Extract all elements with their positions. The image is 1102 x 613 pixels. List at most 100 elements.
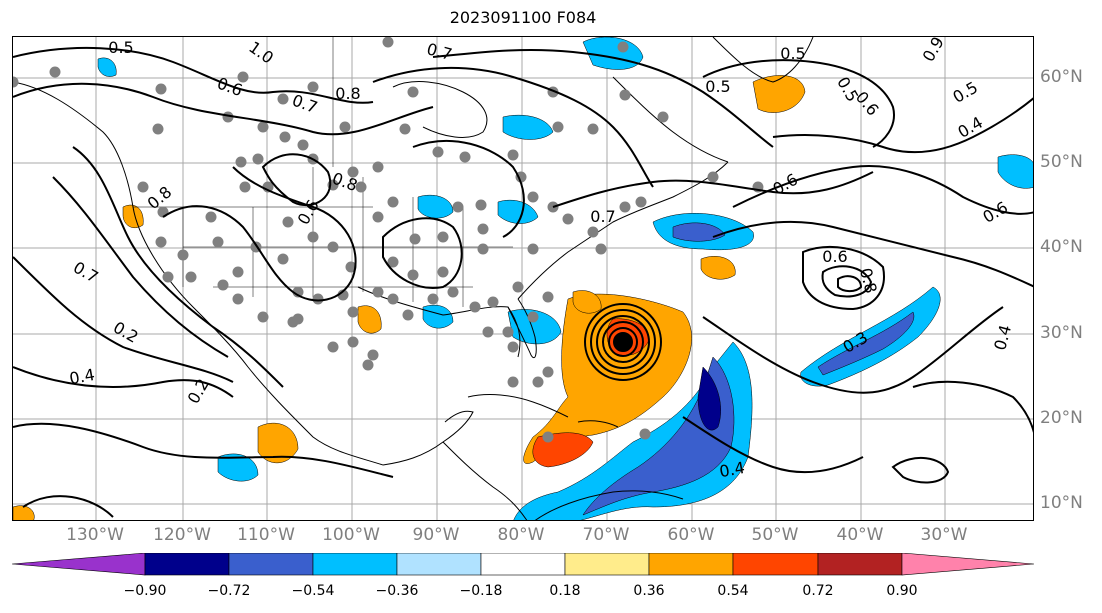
colorbar-tick-label: −0.18 [459,583,503,599]
negative-anomaly-region [422,304,454,329]
station-dot [617,41,629,53]
colorbar-segment [732,553,819,576]
station-dot [527,191,539,203]
positive-anomaly-region [700,256,736,280]
colorbar-tick-label: 0.90 [886,583,918,599]
hispaniola [577,420,619,428]
station-dot [387,293,399,305]
coastlines [13,37,814,520]
station-dot [307,81,319,93]
station-dot [507,149,519,161]
positive-anomaly-region [257,422,299,464]
negative-anomaly-strong [697,366,721,431]
north-america-west-coast [13,81,384,466]
station-dot [13,76,19,88]
longitude-label: 90°W [412,525,460,545]
colorbar [12,553,1035,576]
station-dot [409,233,421,245]
contour-label: 0.7 [70,258,102,287]
station-dot [542,291,554,303]
station-dot [277,253,289,265]
longitude-label: 100°W [322,525,380,545]
station-dot [239,181,251,193]
contour-label: 0.7 [590,207,615,226]
station-dot [619,201,631,213]
station-dot [339,121,351,133]
latitude-label: 30°N [1040,323,1083,343]
station-dot [562,213,574,225]
contour-label: 0.4 [718,458,746,481]
contour-label: 0.5 [780,44,805,63]
contour-label: 0.5 [705,77,730,96]
anomaly-shading [13,37,1033,520]
station-dot [382,37,394,48]
station-dot [387,196,399,208]
station-dot [362,359,374,371]
negative-anomaly-region [497,199,539,224]
longitude-label: 80°W [497,525,545,545]
station-dot [527,243,539,255]
station-dot [347,336,359,348]
longitude-label: 60°W [667,525,715,545]
station-dot [507,376,519,388]
station-dot [402,309,414,321]
station-dot [185,271,197,283]
longitude-label: 120°W [153,525,211,545]
contour-label: 0.9 [919,37,948,65]
station-dot [542,366,554,378]
station-dot [345,261,357,273]
station-dot [347,306,359,318]
station-dot [527,311,539,323]
latitude-label: 60°N [1040,67,1083,87]
station-dot [587,226,599,238]
station-dot [257,311,269,323]
station-dot [542,431,554,443]
latitude-label: 50°N [1040,152,1083,172]
colorbar-tick-label: −0.72 [207,583,251,599]
station-dot [279,131,291,143]
map-panel: 0.5 1.0 0.6 0.7 0.8 0.8 0.8 0.7 0.6 0.4 0.2 0.7 0.5 0… [12,36,1034,521]
negative-anomaly-mid [817,311,915,376]
longitude-label: 50°W [751,525,799,545]
colorbar-segment [564,553,650,576]
station-dot [452,201,464,213]
south-america-north [535,490,684,520]
station-dot [532,376,544,388]
station-dot [639,428,651,440]
map-title: 2023091100 F084 [449,8,597,27]
station-dot [337,289,349,301]
station-dot [427,293,439,305]
colorbar-tick-label: −0.54 [291,583,335,599]
station-dot [282,216,294,228]
positive-anomaly-region [357,305,382,334]
station-dot [587,123,599,135]
station-dot [372,211,384,223]
colorbar-tick-label: 0.54 [717,583,749,599]
positive-anomaly-region [13,505,35,520]
contour-label: 0.6 [979,198,1011,227]
station-dot [552,121,564,133]
negative-anomaly-region [502,114,554,140]
station-dot [477,223,489,235]
station-markers [13,37,764,443]
station-dot [387,256,399,268]
positive-anomaly-region [752,75,806,113]
station-dot [155,236,167,248]
station-dot [232,266,244,278]
central-america [442,441,528,520]
station-dot [482,326,494,338]
station-dot [137,181,149,193]
hurricane-contours [584,303,662,381]
station-dot [155,83,167,95]
station-dot [487,296,499,308]
station-dot [407,269,419,281]
contour-label: 0.4 [990,323,1015,353]
longitude-label: 30°W [920,525,968,545]
station-dot [469,301,481,313]
station-dot [297,139,309,151]
longitude-label: 40°W [836,525,884,545]
longitude-label: 70°W [582,525,630,545]
station-dot [635,196,647,208]
station-dot [152,123,164,135]
colorbar-segment [396,553,482,576]
